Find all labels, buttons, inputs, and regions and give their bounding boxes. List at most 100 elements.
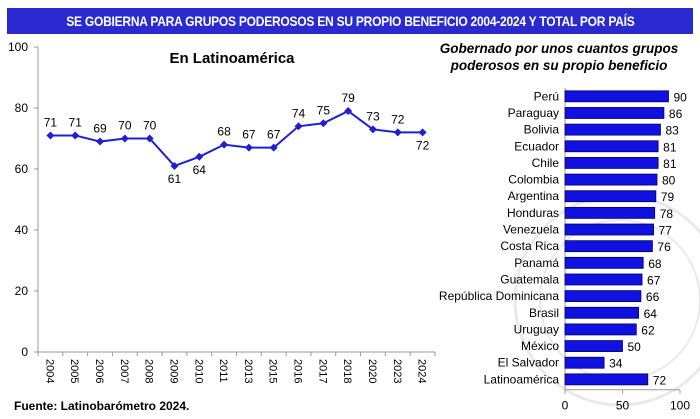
bar-value-label: 68 — [648, 257, 662, 271]
bar-category-label: Uruguay — [514, 322, 559, 336]
data-label: 71 — [44, 115, 58, 129]
bar-value-label: 62 — [641, 323, 655, 337]
data-label: 61 — [168, 172, 182, 186]
bar — [564, 273, 643, 286]
bar-value-label: 86 — [669, 107, 683, 121]
x-tick-label: 2015 — [267, 359, 279, 383]
bar — [564, 223, 654, 236]
bar-category-label: Colombia — [508, 173, 559, 187]
data-label: 79 — [341, 91, 355, 105]
bar-category-label: Panamá — [514, 256, 559, 270]
bar-category-label: Venezuela — [503, 223, 559, 237]
bar-x-tick-label: 0 — [562, 399, 569, 413]
bar-value-label: 78 — [660, 207, 674, 221]
data-label: 68 — [217, 125, 231, 139]
bar-value-label: 81 — [663, 157, 677, 171]
bar-category-label: Latinoamérica — [484, 372, 560, 386]
data-point — [96, 137, 105, 146]
bar-x-tick-label: 50 — [616, 399, 630, 413]
data-point — [71, 131, 80, 140]
y-tick-label: 60 — [15, 162, 29, 176]
bar — [564, 340, 623, 352]
x-tick-label: 2004 — [43, 359, 55, 383]
bar — [564, 206, 656, 219]
x-tick-label: 2023 — [391, 359, 403, 383]
bar-category-label: Guatemala — [500, 272, 559, 286]
y-tick-label: 100 — [8, 40, 28, 54]
bar-value-label: 72 — [653, 373, 667, 387]
data-label: 67 — [242, 128, 256, 142]
data-point — [170, 161, 179, 170]
bar-chart-title: poderosos en su propio beneficio — [450, 58, 668, 73]
bar-category-label: Bolivia — [524, 123, 560, 137]
data-point — [46, 131, 55, 140]
line-chart-title: En Latinoamérica — [169, 50, 295, 67]
x-tick-label: 2008 — [143, 359, 155, 383]
bar-value-label: 90 — [674, 90, 688, 104]
bar-category-label: Ecuador — [514, 139, 559, 153]
title-bar: SE GOBIERNA PARA GRUPOS PODEROSOS EN SU … — [7, 8, 693, 34]
x-tick-label: 2005 — [68, 359, 80, 383]
data-label: 71 — [69, 115, 83, 129]
data-point — [195, 152, 204, 161]
x-tick-label: 2018 — [341, 359, 353, 383]
page-title: SE GOBIERNA PARA GRUPOS PODEROSOS EN SU … — [65, 13, 635, 29]
bar-category-label: República Dominicana — [439, 289, 559, 303]
x-tick-label: 2016 — [292, 359, 304, 383]
x-tick-label: 2006 — [93, 359, 105, 383]
data-point — [418, 128, 427, 137]
data-point — [319, 119, 328, 128]
bar-value-label: 79 — [661, 190, 675, 204]
x-tick-label: 2011 — [217, 359, 229, 383]
y-tick-label: 0 — [21, 345, 28, 359]
bar-category-label: Paraguay — [508, 106, 559, 120]
bar — [564, 306, 639, 319]
bar-value-label: 81 — [663, 140, 677, 154]
data-point — [120, 134, 129, 143]
data-point — [220, 140, 229, 149]
bar — [564, 107, 665, 119]
x-tick-label: 2009 — [167, 359, 179, 383]
x-tick-label: 2020 — [366, 359, 378, 383]
data-label: 64 — [193, 163, 207, 177]
data-point — [393, 128, 402, 137]
data-label: 73 — [366, 109, 380, 123]
data-label: 72 — [416, 138, 430, 152]
x-tick-label: 2010 — [192, 359, 204, 383]
bar-category-label: Honduras — [507, 206, 559, 220]
bar-value-label: 34 — [609, 357, 623, 371]
bar-value-label: 50 — [628, 340, 642, 354]
y-tick-label: 40 — [15, 223, 29, 237]
bar-category-label: Brasil — [529, 306, 559, 320]
series-line — [50, 109, 423, 168]
data-label: 70 — [143, 119, 157, 133]
source-note: Fuente: Latinobarómetro 2024. — [14, 399, 190, 413]
y-tick-label: 20 — [15, 284, 29, 298]
data-label: 70 — [118, 119, 132, 133]
bar — [564, 140, 659, 153]
bar-category-label: Perú — [534, 89, 559, 103]
bar — [564, 323, 637, 336]
bar-chart-title: Gobernado por unos cuantos grupos — [440, 41, 679, 56]
bar — [564, 173, 658, 186]
bar — [564, 356, 605, 369]
bar — [564, 157, 659, 169]
bar — [564, 190, 657, 203]
bar-category-label: El Salvador — [498, 356, 559, 370]
data-label: 67 — [267, 128, 281, 142]
bar — [564, 123, 661, 136]
bar-category-label: México — [521, 339, 559, 353]
bar — [564, 373, 649, 386]
bar-value-label: 64 — [644, 307, 658, 321]
bar-value-label: 80 — [662, 174, 676, 188]
bar-value-label: 66 — [646, 290, 660, 304]
x-tick-label: 2017 — [316, 359, 328, 383]
data-label: 69 — [93, 122, 107, 136]
bar — [564, 240, 653, 253]
bar — [564, 256, 644, 269]
data-point — [344, 107, 353, 116]
bar-category-label: Argentina — [508, 189, 560, 203]
x-tick-label: 2024 — [416, 359, 428, 383]
